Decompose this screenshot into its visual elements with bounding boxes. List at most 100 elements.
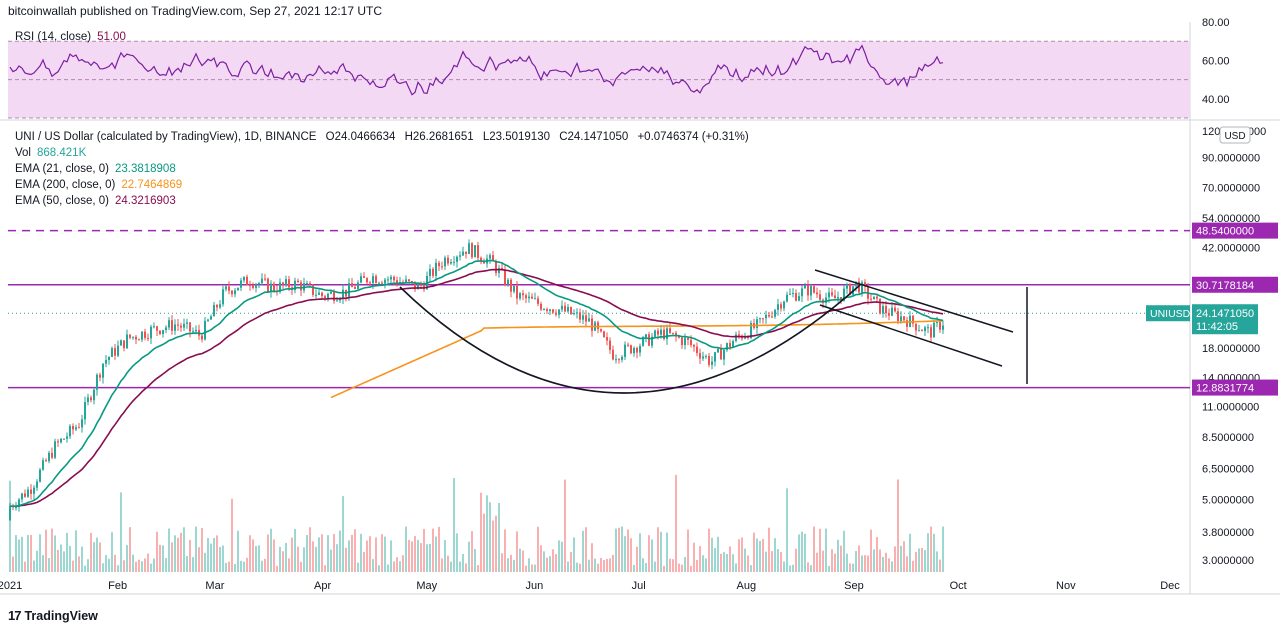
- volume-bar: [207, 537, 209, 572]
- volume-bar: [711, 537, 713, 572]
- candle-body: [279, 282, 281, 292]
- candle-body: [225, 286, 227, 290]
- candle-body: [15, 506, 17, 508]
- volume-bar: [555, 554, 557, 572]
- volume-bar: [582, 530, 584, 572]
- candle-body: [624, 344, 626, 357]
- candle-body: [363, 276, 365, 278]
- candle-body: [321, 292, 323, 297]
- candle-body: [51, 452, 53, 458]
- rsi-value: 51.00: [97, 31, 126, 43]
- volume-bar: [30, 534, 32, 572]
- candle-body: [573, 313, 575, 315]
- candle-body: [495, 261, 497, 274]
- volume-bar: [69, 545, 71, 572]
- volume-bar: [516, 531, 518, 572]
- ema50-label: EMA (50, close, 0): [15, 195, 109, 207]
- volume-bar: [48, 558, 50, 572]
- volume-bar: [201, 528, 203, 572]
- candle-body: [264, 278, 266, 280]
- volume-bar: [510, 554, 512, 572]
- symbol-badge-bg: [1146, 305, 1190, 322]
- support-tag: 12.8831774: [1196, 383, 1254, 395]
- ohlc-open: O24.0466634: [325, 131, 396, 143]
- rsi-axis-label: 40.00: [1202, 94, 1230, 106]
- candle-body: [723, 349, 725, 360]
- candle-body: [780, 304, 782, 309]
- candle-body: [912, 315, 914, 324]
- volume-bar: [282, 551, 284, 572]
- time-axis-label: 2021: [0, 580, 22, 592]
- candle-body: [525, 295, 527, 299]
- candle-body: [858, 281, 860, 293]
- volume-bar: [888, 558, 890, 572]
- volume-bar: [885, 552, 887, 572]
- volume-bar: [321, 534, 323, 572]
- volume-bar: [786, 488, 788, 572]
- candle-body: [282, 282, 284, 285]
- ema200-legend: EMA (200, close, 0) 22.7464869: [15, 179, 188, 191]
- candle-body: [885, 306, 887, 314]
- volume-bar: [291, 537, 293, 572]
- candle-body: [924, 327, 926, 332]
- tradingview-footer[interactable]: 17 TradingView: [8, 608, 98, 623]
- volume-bar: [189, 540, 191, 572]
- volume-bar: [177, 537, 179, 572]
- volume-bar: [294, 528, 296, 572]
- candle-body: [54, 441, 56, 458]
- candle-body: [333, 291, 335, 302]
- volume-bar: [816, 552, 818, 572]
- volume-bar: [138, 559, 140, 572]
- candle-body: [405, 279, 407, 283]
- candle-body: [861, 282, 863, 293]
- volume-bar: [789, 565, 791, 572]
- volume-bar: [165, 557, 167, 572]
- candle-body: [603, 331, 605, 338]
- candle-body: [273, 283, 275, 291]
- candle-body: [366, 277, 368, 283]
- candle-body: [864, 282, 866, 287]
- volume-bar: [600, 557, 602, 572]
- candle-body: [792, 292, 794, 294]
- price-axis-label: 11.0000000: [1202, 401, 1259, 413]
- volume-bar: [168, 528, 170, 572]
- volume-bar: [570, 552, 572, 572]
- volume-bar: [252, 539, 254, 572]
- volume-bar: [171, 542, 173, 572]
- candle-body: [102, 363, 104, 378]
- volume-bar: [495, 515, 497, 572]
- volume-bar: [591, 543, 593, 572]
- volume-bar: [57, 549, 59, 572]
- candle-body: [774, 309, 776, 317]
- candle-body: [240, 280, 242, 288]
- symbol-title: UNI / US Dollar (calculated by TradingVi…: [15, 131, 317, 143]
- volume-bar: [504, 529, 506, 572]
- volume-bar: [678, 563, 680, 572]
- candle-body: [549, 309, 551, 312]
- volume-bar: [738, 539, 740, 572]
- volume-bar: [144, 558, 146, 572]
- volume-bar: [825, 528, 827, 572]
- volume-bar: [609, 558, 611, 572]
- volume-bar: [696, 560, 698, 572]
- volume-bar: [264, 558, 266, 572]
- candle-body: [597, 322, 599, 330]
- volume-bar: [561, 541, 563, 572]
- volume-bar: [339, 530, 341, 572]
- rsi-axis-label: 80.00: [1202, 17, 1230, 29]
- volume-bar: [774, 538, 776, 572]
- candle-body: [783, 301, 785, 309]
- candle-body: [750, 323, 752, 339]
- volume-bar: [402, 555, 404, 572]
- volume-bar: [564, 479, 566, 572]
- volume-bar: [465, 563, 467, 572]
- candle-body: [459, 255, 461, 257]
- resistance-tag-bg: [1192, 276, 1278, 293]
- volume-bar: [444, 540, 446, 572]
- volume-bar: [333, 534, 335, 572]
- candle-body: [369, 282, 371, 284]
- candle-body: [501, 268, 503, 270]
- volume-bar: [642, 558, 644, 572]
- candle-body: [654, 330, 656, 337]
- candle-body: [585, 315, 587, 322]
